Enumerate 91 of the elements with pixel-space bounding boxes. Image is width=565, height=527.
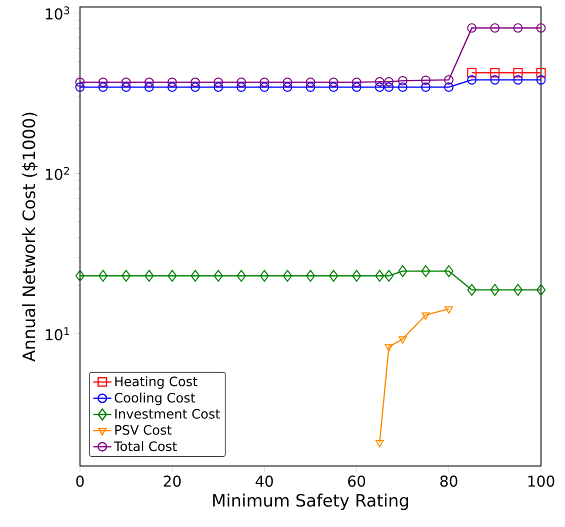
point [513, 75, 523, 85]
x-tick-label: 40 [256, 476, 273, 487]
point [513, 23, 523, 33]
point [444, 265, 454, 278]
point [306, 82, 316, 92]
point [490, 23, 500, 33]
point [306, 270, 316, 282]
point [421, 75, 430, 85]
point [422, 312, 430, 320]
legend-label: Investment Cost [115, 408, 220, 419]
point [98, 78, 108, 88]
point [490, 75, 500, 85]
point [214, 270, 223, 282]
point [352, 270, 362, 282]
point [467, 284, 476, 296]
point [236, 78, 246, 88]
y-tick-label: 10$^{3}$ [46, 6, 70, 20]
x-tick-label: 100 [528, 476, 554, 487]
legend-label: PSV Cost [115, 425, 172, 435]
legend-label: Heating Cost [115, 376, 198, 389]
point [467, 75, 477, 85]
point [375, 270, 384, 282]
point [121, 82, 131, 92]
point [167, 82, 177, 92]
x-tick-label: 80 [440, 476, 458, 487]
point [374, 76, 384, 86]
point [384, 82, 394, 92]
point [536, 284, 546, 296]
point [444, 306, 453, 314]
point [375, 440, 384, 448]
point [444, 82, 454, 92]
point [384, 76, 394, 86]
point [98, 270, 108, 282]
point [398, 336, 407, 344]
point [306, 78, 316, 88]
point [260, 78, 270, 88]
point [421, 265, 430, 278]
point [282, 270, 292, 282]
point [398, 82, 408, 92]
x-tick-label: 60 [348, 476, 366, 487]
y-axis-title: Annual Network Cost ($1000) [22, 112, 38, 362]
point [260, 82, 270, 92]
point [190, 78, 200, 88]
x-tick-label: 0 [76, 476, 84, 487]
point [282, 78, 292, 88]
point [352, 82, 362, 92]
point [374, 82, 384, 92]
point [384, 344, 394, 352]
point [75, 82, 85, 92]
point [167, 78, 177, 88]
point [75, 78, 85, 88]
point [490, 284, 500, 296]
point [144, 82, 154, 92]
point [214, 78, 224, 88]
point [444, 75, 454, 85]
point [328, 82, 338, 92]
point [467, 68, 477, 78]
point [398, 76, 408, 86]
point [98, 82, 108, 92]
point [144, 270, 154, 282]
point [467, 23, 477, 33]
point [398, 265, 408, 278]
point [121, 78, 131, 88]
x-tick-label: 20 [164, 476, 181, 487]
point [384, 270, 394, 282]
point [536, 23, 546, 33]
point [236, 82, 246, 92]
point [168, 270, 177, 282]
point [513, 68, 523, 78]
point [260, 270, 270, 282]
point [536, 75, 546, 85]
point [190, 82, 200, 92]
y-tick-label: 10$^{1}$ [46, 327, 70, 340]
point [75, 270, 85, 282]
point [121, 270, 131, 282]
point [144, 78, 154, 88]
y-tick-label: 10$^{2}$ [46, 166, 69, 180]
point [352, 78, 362, 88]
point [328, 78, 338, 88]
point [328, 270, 338, 282]
point [536, 68, 546, 78]
legend-label: Total Cost [114, 441, 177, 452]
point [490, 68, 500, 78]
point [282, 82, 292, 92]
point [421, 82, 430, 92]
x-axis-title: Minimum Safety Rating [213, 494, 408, 510]
legend-label: Cooling Cost [114, 392, 196, 406]
point [513, 284, 523, 296]
point [236, 270, 246, 282]
point [190, 270, 200, 282]
point [214, 82, 224, 92]
